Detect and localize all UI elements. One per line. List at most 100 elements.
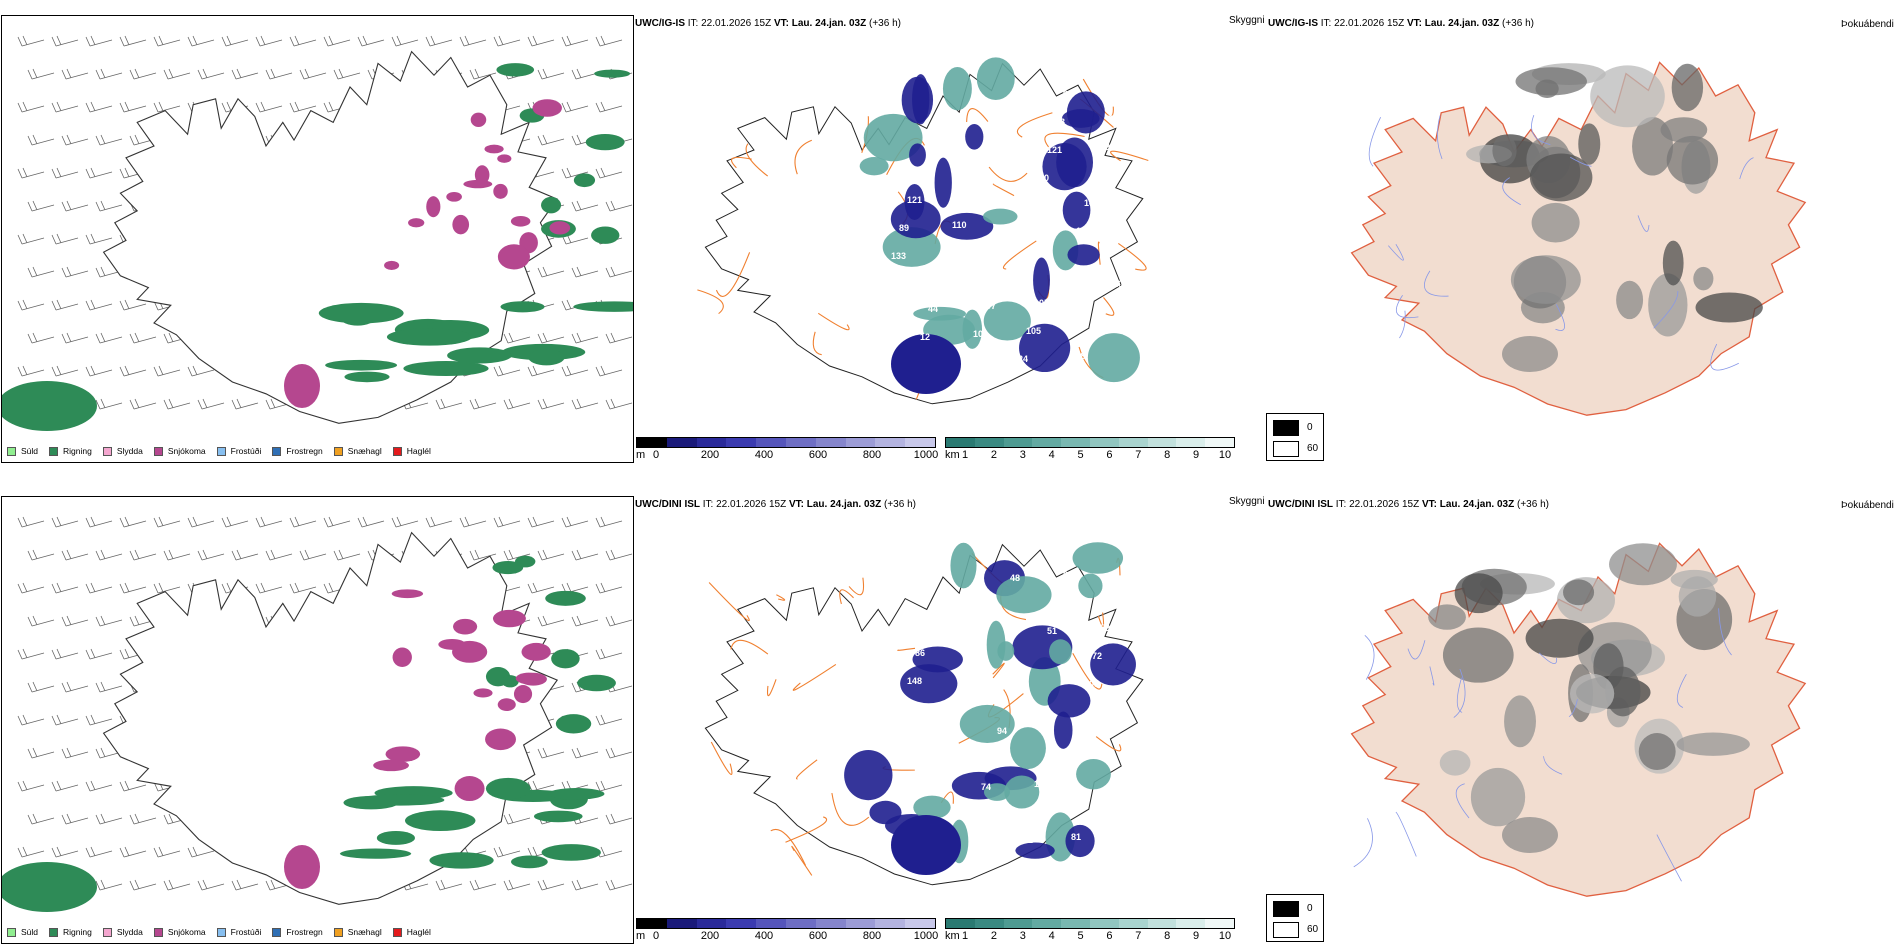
visibility-map: 83 56 126 94 150 81 83 86 100 64 74 89 59 148 37 74 282 7… <box>704 542 1144 886</box>
visibility-colorbar-tick: 2 <box>990 449 997 461</box>
cloud-base-label: 105 <box>1034 298 1049 308</box>
cloud-base-label: 125 <box>923 139 938 149</box>
issue-label: IT: <box>687 18 699 29</box>
visibility-colorbar-tick: 10 <box>1218 449 1232 461</box>
cloudbase-colorbar-segment <box>785 919 816 928</box>
valid-label: VT: <box>1421 499 1437 510</box>
cloud-base-label: 70 <box>1010 92 1020 102</box>
cloudbase-colorbar-segment <box>637 919 667 928</box>
snow-areas <box>284 589 551 889</box>
precip-legend-swatch <box>272 927 282 937</box>
precip-map <box>2 516 633 912</box>
issue-time: 22.01.2026 15Z <box>1349 499 1420 510</box>
snow-areas <box>284 99 571 408</box>
cloud-base-label: 47 <box>965 357 975 367</box>
visibility-colorbar-segment <box>946 438 975 447</box>
cloudbase-colorbar-segment <box>905 919 935 928</box>
fog-legend: 0 60 <box>1266 894 1324 942</box>
fog-index-field <box>1466 63 1763 372</box>
fog-legend-swatch-0 <box>1273 901 1299 917</box>
cloudbase-colorbar-tick: 0 <box>652 930 660 942</box>
visibility-colorbar-tick: 3 <box>1019 930 1026 942</box>
cloud-base-label: 108 <box>1084 679 1099 689</box>
issue-label: IT: <box>702 499 714 510</box>
lead-time: (+36 h) <box>869 18 901 29</box>
cloud-base-label: 83 <box>1108 595 1118 605</box>
cloud-base-label: 44 <box>928 304 938 314</box>
cloudbase-colorbar-segment <box>845 438 876 447</box>
cloud-base-label: 22 <box>891 732 901 742</box>
fog-map <box>1350 61 1807 416</box>
fog-title: Þokuábendi <box>1841 500 1894 511</box>
precip-map-frame: Súld Rigning Slydda Snjókoma Frostúði Frostre… <box>1 496 634 944</box>
valid-time: Lau. 24.jan. 03Z <box>1424 18 1500 29</box>
cloud-base-label: 107 <box>981 301 996 311</box>
cloud-base-label: 133 <box>891 251 906 261</box>
cloud-base-label: 64 <box>989 754 999 764</box>
visibility-colorbar-segment <box>1147 919 1177 928</box>
cloudbase-colorbar-segment <box>666 919 697 928</box>
precip-legend-swatch <box>102 927 112 937</box>
precip-legend-swatch <box>153 446 163 456</box>
cloudbase-colorbar-segments <box>636 918 936 929</box>
cloud-base-label: 89 <box>1063 570 1073 580</box>
cloud-base-label: 30 <box>886 86 896 96</box>
visibility-colorbar-segment <box>1147 438 1177 447</box>
precip-legend-item: Frostúði <box>216 446 262 456</box>
precip-legend-item: Slydda <box>102 927 143 937</box>
visibility-colorbar-segment <box>974 919 1004 928</box>
cloud-base-label: 79 <box>1100 142 1110 152</box>
valid-label: VT: <box>773 18 789 29</box>
visibility-colorbar-tick: 5 <box>1077 930 1084 942</box>
fog-legend-swatch-60 <box>1273 441 1299 457</box>
precip-legend-swatch <box>7 446 16 456</box>
fog-index-field <box>1428 543 1750 853</box>
visibility-colorbar-segment <box>1003 919 1033 928</box>
visibility-map: 30 125 87 41 105 118 79 89 110 97 105 95 79 121 31 107 2… <box>697 57 1149 405</box>
cloud-base-label: 59 <box>1100 623 1110 633</box>
cloud-base-label: 63 <box>1055 117 1065 127</box>
precip-legend-item: Súld <box>7 446 38 456</box>
precip-legend-label: Snjókoma <box>167 446 206 456</box>
lead-time: (+36 h) <box>884 499 916 510</box>
cloud-base-label: 74 <box>981 782 991 792</box>
cloud-base-label: 98 <box>1092 170 1102 180</box>
precip-legend-item: Frostregn <box>272 446 323 456</box>
cloud-base-label: 89 <box>899 223 909 233</box>
precip-legend: Súld Rigning Slydda Snjókoma Frostúði Frostre… <box>2 921 442 943</box>
valid-label: VT: <box>788 499 804 510</box>
precip-legend-swatch <box>216 927 226 937</box>
precip-legend-label: Rigning <box>63 446 92 456</box>
cloudbase-colorbar-segment <box>815 438 846 447</box>
precip-legend: Súld Rigning Slydda Snjókoma Frostúði Frostre… <box>2 440 442 462</box>
iceland-outline <box>102 531 559 905</box>
cloudbase-colorbar-segment <box>696 438 727 447</box>
visibility-colorbar-segment <box>1089 438 1119 447</box>
issue-time: 22.01.2026 15Z <box>1334 18 1405 29</box>
precip-legend-item: Frostregn <box>272 927 323 937</box>
precip-legend-label: Rigning <box>63 927 92 937</box>
cloud-base-labels: 30 125 87 41 105 118 79 89 110 97 105 95 79 121 31 107 2… <box>886 86 1123 367</box>
cloud-base-label: 126 <box>960 673 975 683</box>
cloud-base-label: 118 <box>1071 351 1086 361</box>
precip-legend-swatch <box>333 446 343 456</box>
visibility-title: Skyggni <box>1229 15 1265 26</box>
fog-legend-swatch-60 <box>1273 922 1299 938</box>
cloud-base-label: 110 <box>952 220 967 230</box>
precip-legend-item: Snjókoma <box>153 927 206 937</box>
cloud-base-label: 89 <box>915 167 925 177</box>
visibility-colorbar-segment <box>1118 919 1148 928</box>
cloud-base-label: 44 <box>936 757 946 767</box>
cloudbase-colorbar-segment <box>756 438 786 447</box>
cloudbase-colorbar-segment <box>726 919 757 928</box>
precip-legend-label: Frostúði <box>230 446 262 456</box>
visibility-colorbar-unit: km <box>945 449 960 461</box>
cloudbase-colorbar: m 0 200 400 600 800 1000 <box>636 918 938 942</box>
visibility-colorbar-tick: 8 <box>1164 930 1171 942</box>
cloud-base-label: 92 <box>936 276 946 286</box>
visibility-colorbar-segment <box>1089 919 1119 928</box>
visibility-colorbar-segments <box>945 918 1235 929</box>
cloud-base-label: 184 <box>973 810 988 820</box>
cloud-base-label: 121 <box>907 195 922 205</box>
precip-legend-item: Slydda <box>102 446 143 456</box>
